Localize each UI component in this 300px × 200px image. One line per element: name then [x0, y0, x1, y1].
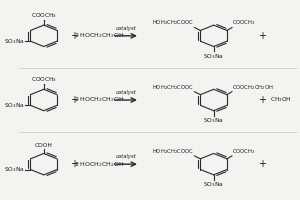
Text: SO$_3$Na: SO$_3$Na	[4, 101, 24, 110]
Text: catalyst: catalyst	[116, 154, 136, 159]
Text: SO$_3$Na: SO$_3$Na	[203, 52, 224, 61]
Text: COOCH$_3$: COOCH$_3$	[31, 75, 57, 84]
Text: SO$_3$Na: SO$_3$Na	[4, 37, 24, 46]
Text: HOH$_2$CH$_2$COOC: HOH$_2$CH$_2$COOC	[152, 18, 194, 27]
Text: CH$_3$OH: CH$_3$OH	[270, 96, 291, 104]
Text: +: +	[70, 159, 78, 169]
Text: COOCH$_3$: COOCH$_3$	[31, 11, 57, 20]
Text: 2 HOCH$_2$CH$_2$OH: 2 HOCH$_2$CH$_2$OH	[74, 31, 125, 40]
Text: 2 HOCH$_2$CH$_2$OH: 2 HOCH$_2$CH$_2$OH	[74, 96, 125, 104]
Text: +: +	[258, 95, 266, 105]
Text: HOH$_2$CH$_2$COOC: HOH$_2$CH$_2$COOC	[152, 83, 194, 92]
Text: HOH$_2$CH$_2$COOC: HOH$_2$CH$_2$COOC	[152, 147, 194, 156]
Text: COOCH$_3$: COOCH$_3$	[232, 147, 256, 156]
Text: SO$_3$Na: SO$_3$Na	[203, 180, 224, 189]
Text: +: +	[70, 31, 78, 41]
Text: SO$_3$Na: SO$_3$Na	[4, 165, 24, 174]
Text: catalyst: catalyst	[116, 90, 136, 95]
Text: catalyst: catalyst	[116, 26, 136, 31]
Text: COOH: COOH	[35, 143, 53, 148]
Text: COOCH$_3$: COOCH$_3$	[232, 18, 256, 27]
Text: +: +	[258, 159, 266, 169]
Text: +: +	[70, 95, 78, 105]
Text: +: +	[258, 31, 266, 41]
Text: SO$_3$Na: SO$_3$Na	[203, 116, 224, 125]
Text: 2 HOCH$_2$CH$_2$OH: 2 HOCH$_2$CH$_2$OH	[74, 160, 125, 169]
Text: COOCH$_2$CH$_2$OH: COOCH$_2$CH$_2$OH	[232, 83, 274, 92]
